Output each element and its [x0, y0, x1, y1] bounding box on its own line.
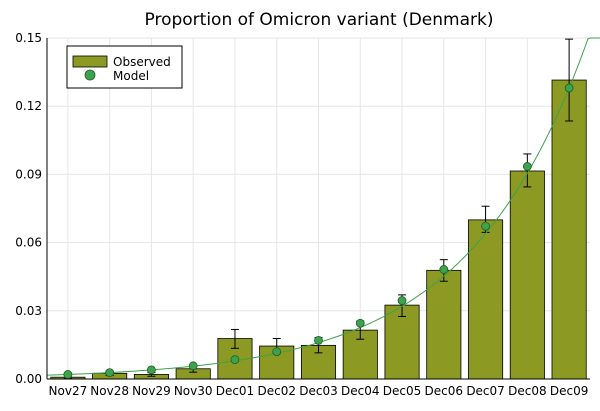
model-point-Dec03: [314, 335, 323, 345]
x-tick-label-Dec03: Dec03: [299, 384, 338, 398]
y-tick-labels: 0.00 0.03 0.06 0.09 0.12 0.15: [15, 31, 42, 386]
y-tick-label: 0.00: [15, 372, 42, 386]
x-tick-label-Dec04: Dec04: [341, 384, 380, 398]
x-tick-label-Dec07: Dec07: [466, 384, 505, 398]
x-tick-label-Dec02: Dec02: [257, 384, 296, 398]
model-point-Dec01: [230, 355, 240, 365]
x-tick-labels: Nov27 Nov28 Nov29 Nov30 Dec01 Dec02 Dec03 Dec04…: [49, 384, 589, 398]
x-tick-label-Nov28: Nov28: [90, 384, 129, 398]
bar-Dec09: [551, 79, 587, 380]
legend-model-label: Model: [113, 69, 149, 83]
model-point-Dec04: [355, 318, 365, 328]
bar-Dec06: [426, 269, 462, 380]
model-point-Nov29: [147, 365, 156, 375]
x-tick-label-Dec06: Dec06: [425, 384, 464, 398]
model-point-Dec02: [272, 347, 282, 357]
x-tick-label-Nov29: Nov29: [132, 384, 171, 398]
model-point-Dec07: [481, 221, 490, 231]
chart-title: Proportion of Omicron variant (Denmark): [145, 10, 494, 30]
x-tick-label-Nov30: Nov30: [174, 384, 213, 398]
legend: Observed Model: [66, 45, 183, 89]
legend-observed-label: Observed: [113, 55, 171, 69]
grid-lines: [47, 37, 590, 380]
y-tick-label: 0.15: [15, 31, 42, 45]
model-point-Nov27: [63, 370, 73, 379]
x-tick-label-Dec08: Dec08: [508, 384, 547, 398]
model-curve: [46, 37, 600, 376]
legend-observed-swatch: [72, 55, 108, 68]
bar-Dec07: [468, 219, 504, 380]
x-tick-label-Nov27: Nov27: [49, 384, 88, 398]
model-point-Dec06: [439, 265, 449, 274]
x-tick-label-Dec05: Dec05: [383, 384, 422, 398]
model-point-Dec09: [564, 83, 574, 93]
x-tick-label-Dec09: Dec09: [550, 384, 589, 398]
x-tick-label-Dec01: Dec01: [216, 384, 255, 398]
bar-Dec08: [509, 170, 545, 380]
model-point-Dec08: [522, 162, 532, 171]
model-point-Nov28: [105, 368, 115, 378]
y-tick-label: 0.12: [15, 99, 42, 113]
y-tick-label: 0.03: [15, 304, 42, 318]
legend-model-marker: [84, 69, 96, 81]
model-point-Nov30: [188, 361, 198, 371]
model-group: [46, 37, 600, 379]
axes: [46, 38, 590, 380]
y-tick-label: 0.06: [15, 236, 42, 250]
model-point-Dec05: [397, 296, 407, 305]
y-tick-label: 0.09: [15, 167, 42, 181]
